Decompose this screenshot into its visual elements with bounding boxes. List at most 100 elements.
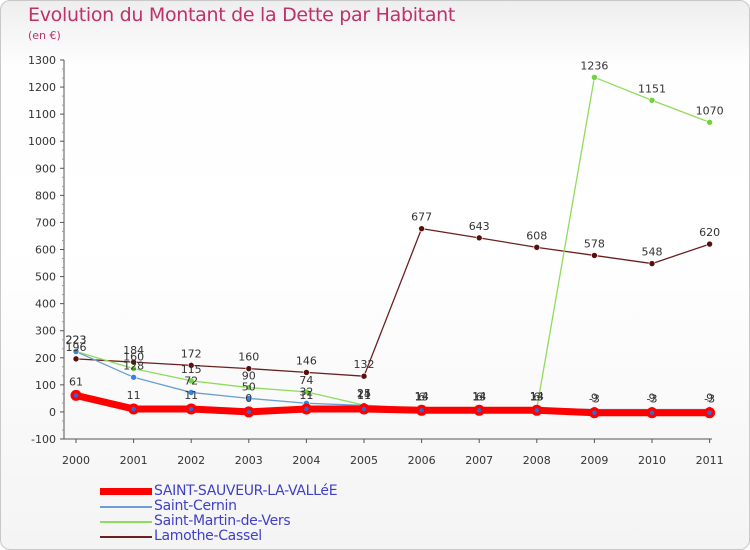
data-label: 160 [238, 351, 259, 364]
data-point [72, 355, 80, 363]
x-tick-label: 2010 [638, 454, 666, 467]
data-label: 72 [184, 374, 198, 387]
data-point-center [246, 409, 251, 415]
y-tick-label: 700 [35, 216, 56, 229]
legend-swatch [100, 488, 152, 495]
data-label: 9 [706, 391, 713, 404]
series-line-0 [72, 391, 714, 417]
y-tick-label: 800 [35, 189, 56, 202]
data-point [706, 240, 713, 248]
data-point [245, 395, 253, 402]
y-tick-label: 300 [35, 325, 56, 338]
y-tick-label: 900 [35, 162, 56, 175]
legend-label: Lamothe-Cassel [154, 528, 262, 544]
data-label: 196 [66, 341, 87, 354]
y-tick-label: 600 [35, 244, 56, 257]
data-point [130, 373, 137, 381]
data-label: 14 [472, 390, 486, 403]
data-label: 620 [699, 226, 720, 239]
data-label: 677 [411, 211, 432, 224]
data-label: 172 [181, 347, 202, 360]
legend-swatch [100, 536, 152, 538]
data-point [706, 118, 713, 126]
chart-title: Evolution du Montant de la Dette par Hab… [28, 4, 456, 26]
data-label: 1070 [696, 104, 724, 117]
data-point [418, 225, 425, 232]
series-line-2 [75, 76, 711, 410]
data-label: 32 [299, 385, 313, 398]
data-label: -3 [704, 393, 715, 406]
data-label: 6 [476, 390, 483, 403]
legend-label: Saint-Cernin [154, 498, 237, 514]
data-label: 24 [357, 387, 371, 400]
data-point-center [361, 406, 367, 412]
data-label: 11 [299, 389, 313, 402]
data-label: 14 [530, 390, 544, 403]
data-label: 25 [357, 387, 371, 400]
x-tick-label: 2001 [120, 454, 148, 467]
data-point [360, 372, 368, 380]
data-label: 223 [66, 334, 87, 347]
y-tick-label: 500 [35, 271, 56, 284]
y-tick-label: 100 [35, 379, 56, 392]
x-tick-label: 2005 [350, 454, 378, 467]
x-tick-label: 2000 [62, 454, 90, 467]
data-label: 9 [591, 391, 598, 404]
legend-item: Lamothe-Cassel [100, 528, 440, 544]
data-point-center [534, 408, 539, 413]
data-label: 160 [123, 351, 144, 364]
series-line-1 [75, 350, 711, 411]
legend-swatch [100, 506, 152, 508]
data-label: 14 [415, 390, 429, 403]
data-point-center [649, 410, 655, 415]
legend-swatch [100, 521, 152, 523]
y-tick-label: 1100 [28, 108, 56, 121]
data-point [245, 365, 253, 372]
data-label: 11 [357, 389, 371, 402]
data-point [591, 252, 598, 259]
data-point [72, 348, 80, 355]
y-tick-label: 1300 [28, 54, 56, 67]
data-point-center [73, 393, 79, 398]
data-label: 0 [245, 392, 252, 405]
data-point [648, 97, 656, 104]
data-label: 578 [584, 237, 605, 250]
y-tick-label: 0 [49, 406, 56, 419]
data-label: 50 [242, 380, 256, 393]
legend-label: SAINT-SAUVEUR-LA-VALLéE [154, 483, 338, 499]
data-label: 13 [415, 390, 429, 403]
data-point-center [419, 408, 424, 413]
data-point [187, 362, 195, 369]
y-tick-label: 400 [35, 298, 56, 311]
data-point [533, 244, 541, 251]
data-label: 13 [472, 390, 486, 403]
data-label: -3 [647, 393, 658, 406]
data-point-center [189, 406, 194, 412]
x-tick-label: 2002 [177, 454, 205, 467]
data-label: 11 [127, 389, 141, 402]
data-label: 548 [642, 246, 663, 259]
data-point [245, 384, 253, 391]
legend-label: Saint-Martin-de-Vers [154, 513, 291, 529]
data-point-center [477, 408, 482, 413]
data-point [303, 369, 310, 376]
data-point [187, 389, 195, 396]
data-label: 146 [296, 354, 317, 367]
data-point [648, 260, 656, 267]
x-tick-label: 2003 [235, 454, 263, 467]
data-point [591, 74, 598, 81]
x-tick-label: 2009 [580, 454, 608, 467]
legend-item: SAINT-SAUVEUR-LA-VALLéE [100, 483, 440, 499]
x-tick-label: 2011 [696, 454, 724, 467]
data-point-center [131, 406, 136, 412]
x-tick-label: 2006 [408, 454, 436, 467]
data-label: 643 [469, 220, 490, 233]
data-label: 223 [66, 334, 87, 347]
data-point [475, 234, 483, 242]
data-label: 184 [123, 344, 144, 357]
y-tick-label: -100 [31, 433, 56, 446]
data-label: 608 [526, 229, 547, 242]
x-tick-label: 2007 [465, 454, 493, 467]
data-label: 1151 [638, 82, 666, 95]
